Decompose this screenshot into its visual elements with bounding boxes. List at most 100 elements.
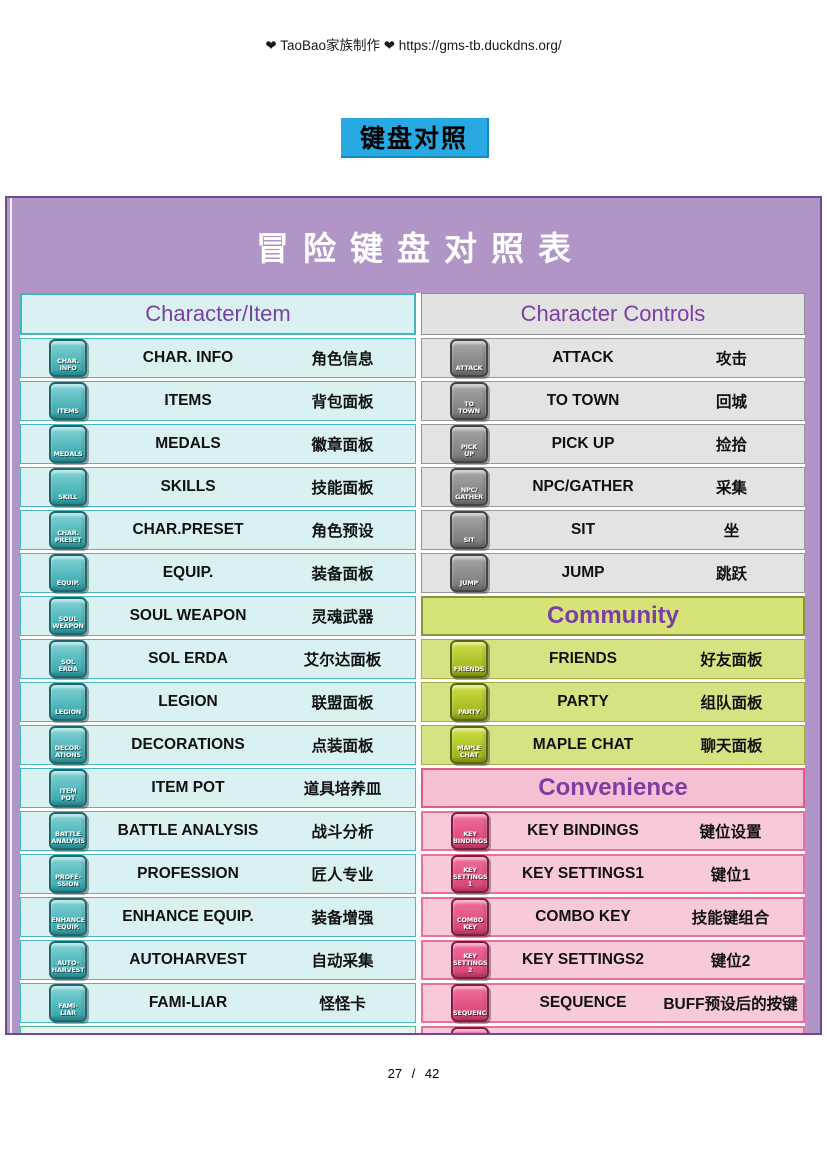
row-label-en: MEDALS [155, 435, 221, 452]
row-label-zh: 技能键组合 [691, 910, 770, 927]
character-controls-column: Character Controls ATTACK ATTACK 攻击 TO T… [421, 293, 805, 1033]
table-row: SOL ERDA SOL ERDA 艾尔达面板 [20, 639, 416, 679]
row-label-zh: 角色预设 [311, 523, 374, 540]
table-row: ITEM POT ITEM POT 道具培养皿 [20, 768, 416, 808]
keycap-cell: PICK UP [422, 425, 507, 463]
keycap-icon: JUMP [450, 554, 488, 592]
row-label-en: SEQUENCE [539, 994, 627, 1011]
keycap-label: ENHANCE EQUIP. [51, 916, 85, 931]
row-label-zh: 灵魂武器 [311, 609, 374, 626]
keycap-cell: JUMP [422, 554, 507, 592]
row-label-en: FAMI-LIAR [148, 994, 228, 1011]
row-label-en: AUTOHARVEST [129, 951, 247, 968]
table-row-partial [421, 1026, 805, 1033]
table-row: LEGION LEGION 联盟面板 [20, 682, 416, 722]
row-label-en: SOUL WEAPON [129, 607, 247, 624]
row-label-zh: 艾尔达面板 [303, 652, 382, 669]
row-label-en: CHAR.PRESET [132, 521, 244, 538]
keycap-cell: COMBO KEY [423, 898, 508, 936]
row-label-zh: 联盟面板 [311, 695, 374, 712]
row-label-zh: 坐 [723, 523, 740, 540]
keycap-label: CHAR. INFO [57, 357, 79, 372]
keycap-label: ITEMS [57, 407, 79, 415]
keycap-cell: FRIENDS [422, 640, 507, 678]
row-label-en: LEGION [158, 693, 218, 710]
keycap-icon: KEY SETTINGS 2 [451, 941, 489, 979]
keycap-label: SOL ERDA [58, 658, 78, 673]
table-row: SOUL WEAPON SOUL WEAPON 灵魂武器 [20, 596, 416, 636]
table-row: CHAR. PRESET CHAR.PRESET 角色预设 [20, 510, 416, 550]
table-row: SEQUENCE SEQUENCE BUFF预设后的按键 [421, 983, 805, 1023]
keycap-cell: FAMI- LIAR [21, 984, 106, 1022]
row-label-zh: 点装面板 [311, 738, 374, 755]
keycap-icon: TO TOWN [450, 382, 488, 420]
page-number-indicator: 27 / 42 [387, 1066, 440, 1081]
keycap-icon: EQUIP. [49, 554, 87, 592]
keycap-cell: PROFE- SSION [21, 855, 106, 893]
keycap-icon: PICK UP [450, 425, 488, 463]
table-row: JUMP JUMP 跳跃 [421, 553, 805, 593]
keycap-label: JUMP [459, 579, 479, 587]
keycap-cell: KEY SETTINGS 1 [423, 855, 508, 893]
row-label-zh: 装备增强 [311, 910, 374, 927]
keycap-cell: SOL ERDA [21, 640, 106, 678]
keycap-cell: SEQUENCE [423, 984, 508, 1022]
right-column-rows: ATTACK ATTACK 攻击 TO TOWN TO TOWN 回城 PICK… [421, 338, 805, 1033]
keycap-label: EQUIP. [56, 579, 80, 587]
row-label-en: JUMP [561, 564, 605, 581]
keycap-cell: ENHANCE EQUIP. [21, 898, 106, 936]
row-label-en: NPC/GATHER [532, 478, 634, 495]
table-row: MAPLE CHAT MAPLE CHAT 聊天面板 [421, 725, 805, 765]
section-header: Community [421, 596, 805, 636]
keycap-cell: BATTLE ANALYSIS [21, 812, 106, 850]
row-label-en: ENHANCE EQUIP. [122, 908, 254, 925]
table-row: ENHANCE EQUIP. ENHANCE EQUIP. 装备增强 [20, 897, 416, 937]
row-label-en: MAPLE CHAT [532, 736, 634, 753]
keycap-cell: SOUL WEAPON [21, 597, 106, 635]
keycap-label: KEY SETTINGS 2 [453, 952, 488, 974]
keycap-label: SIT [463, 536, 475, 544]
table-row: EQUIP. EQUIP. 装备面板 [20, 553, 416, 593]
keycap-cell: MAPLE CHAT [422, 726, 507, 764]
keycap-icon: ITEM POT [49, 769, 87, 807]
character-item-column: Character/Item CHAR. INFO CHAR. INFO 角色信… [20, 293, 416, 1033]
table-row: FRIENDS FRIENDS 好友面板 [421, 639, 805, 679]
table-row-partial [20, 1026, 416, 1033]
row-label-zh: BUFF预设后的按键 [663, 996, 798, 1013]
keyboard-section-button[interactable]: 键盘对照 [341, 118, 489, 158]
row-label-zh: 自动采集 [311, 953, 374, 970]
keycap-cell: AUTO- HARVEST [21, 941, 106, 979]
row-label-zh: 攻击 [715, 351, 747, 368]
table-region: Character/Item CHAR. INFO CHAR. INFO 角色信… [20, 293, 805, 1033]
keycap-cell: NPC/ GATHER [422, 468, 507, 506]
row-label-zh: 道具培养皿 [303, 781, 382, 798]
keycap-cell [423, 1027, 508, 1033]
table-row: DECOR- ATIONS DECORATIONS 点装面板 [20, 725, 416, 765]
keycap-label: PICK UP [460, 443, 478, 458]
keycap-icon: FRIENDS [450, 640, 488, 678]
table-row: KEY SETTINGS 1 KEY SETTINGS1 键位1 [421, 854, 805, 894]
row-label-zh: 采集 [715, 480, 747, 497]
keycap-cell: SIT [422, 511, 507, 549]
page-header-text: ❤ TaoBao家族制作 ❤ https://gms-tb.duckdns.or… [265, 38, 562, 53]
keycap-icon: KEY BINDINGS [451, 812, 489, 850]
row-label-zh: 好友面板 [700, 652, 763, 669]
section-header: Convenience [421, 768, 805, 808]
row-label-zh: 角色信息 [311, 351, 374, 368]
row-label-en: ITEM POT [151, 779, 225, 796]
table-row: AUTO- HARVEST AUTOHARVEST 自动采集 [20, 940, 416, 980]
table-row: BATTLE ANALYSIS BATTLE ANALYSIS 战斗分析 [20, 811, 416, 851]
table-row: PARTY PARTY 组队面板 [421, 682, 805, 722]
keycap-icon: CHAR. INFO [49, 339, 87, 377]
keyboard-table-panel: 冒险键盘对照表 Character/Item CHAR. INFO CHAR. … [5, 196, 822, 1035]
row-label-zh: 键位1 [710, 867, 751, 884]
row-label-zh: 技能面板 [311, 480, 374, 497]
row-label-en: SKILLS [160, 478, 216, 495]
keycap-icon: NPC/ GATHER [450, 468, 488, 506]
row-label-en: EQUIP. [162, 564, 214, 581]
keycap-label: LEGION [54, 708, 82, 716]
keycap-icon: ENHANCE EQUIP. [49, 898, 87, 936]
row-label-en: SOL ERDA [148, 650, 228, 667]
panel-edge-decoration [10, 198, 12, 1033]
